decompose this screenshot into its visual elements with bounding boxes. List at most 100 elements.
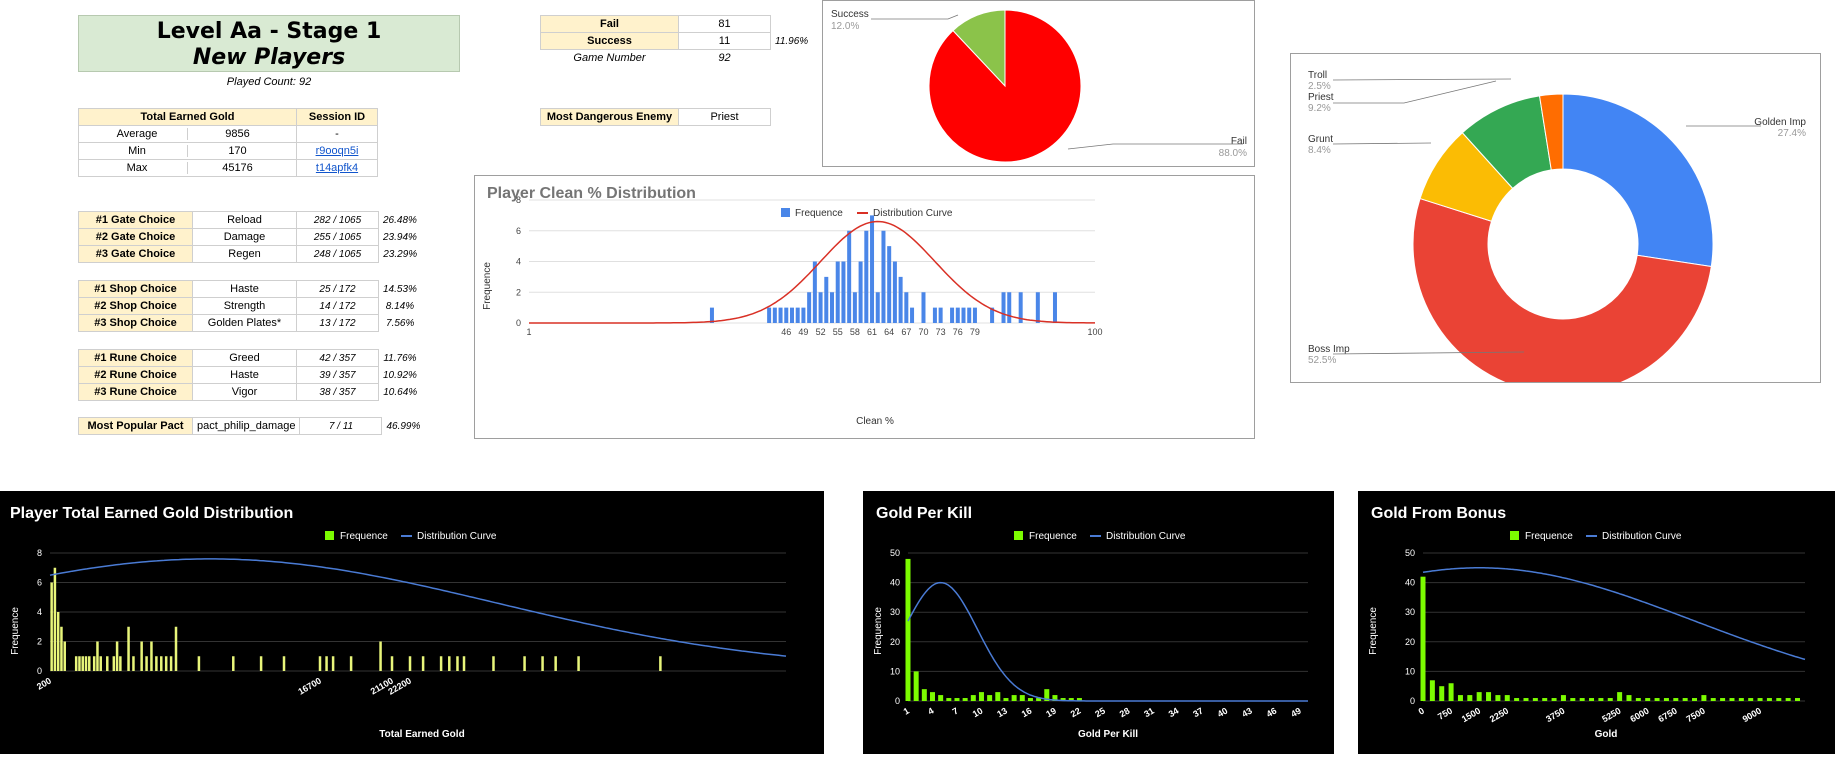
histogram-bar xyxy=(961,307,966,323)
histogram-bar xyxy=(169,656,173,671)
gold-header: Total Earned Gold xyxy=(78,108,297,126)
y-tick-label: 10 xyxy=(890,666,900,676)
histogram-bar xyxy=(1589,698,1595,701)
histogram-bar xyxy=(390,656,394,671)
y-tick-label: 0 xyxy=(516,318,521,328)
table-row: Success 11 11.96% xyxy=(540,32,813,50)
histogram-bar xyxy=(709,307,714,323)
level-title-box: Level Aa - Stage 1 New Players xyxy=(78,15,460,72)
donut-pct-boss: 52.5% xyxy=(1308,355,1336,366)
x-tick-label: 28 xyxy=(1118,706,1132,720)
y-tick-label: 30 xyxy=(1405,607,1415,617)
histogram-bar xyxy=(155,656,158,671)
donut-pct-golden: 27.4% xyxy=(1778,128,1806,139)
session-link[interactable]: r9ooqn5i xyxy=(315,145,359,157)
success-pie-chart: Success 12.0% Fail 88.0% xyxy=(831,9,1247,163)
y-tick-label: 20 xyxy=(890,637,900,647)
histogram-bar xyxy=(954,698,960,701)
histogram-bar xyxy=(282,656,286,671)
y-tick-label: 6 xyxy=(37,578,42,588)
histogram-bar xyxy=(807,292,812,323)
x-tick-label: 13 xyxy=(995,706,1009,720)
choice-count: 282 / 1065 xyxy=(296,211,379,229)
session-link[interactable]: t14apfk4 xyxy=(315,162,359,174)
histogram-bar xyxy=(115,641,119,671)
pact-pct: 46.99% xyxy=(386,420,421,432)
choice-name: Haste xyxy=(192,366,297,384)
pie-label-fail: Fail xyxy=(1231,136,1247,147)
x-tick-label: 25 xyxy=(1093,706,1107,720)
histogram-bar xyxy=(1776,698,1782,701)
histogram-bar xyxy=(106,656,109,671)
game-number-label: Game Number xyxy=(573,52,646,65)
choice-count: 39 / 357 xyxy=(296,366,379,384)
gate-choice-table: #1 Gate Choice Reload 282 / 1065 26.48% #2 … xyxy=(78,211,422,263)
histogram-bar xyxy=(1570,698,1576,701)
y-axis-label: Frequence xyxy=(482,262,493,310)
gold-row-label: Min xyxy=(88,145,188,157)
histogram-bar xyxy=(904,292,909,323)
chart-title: Player Clean % Distribution xyxy=(487,185,696,202)
choice-pct: 7.56% xyxy=(386,317,415,329)
pact-label: Most Popular Pact xyxy=(78,417,193,435)
y-tick-label: 0 xyxy=(895,696,900,706)
legend-curve: Distribution Curve xyxy=(1602,531,1682,542)
y-tick-label: 8 xyxy=(37,548,42,558)
histogram-bar xyxy=(1701,695,1707,701)
donut-label-priest: Priest xyxy=(1308,92,1334,103)
y-tick-label: 0 xyxy=(37,666,42,676)
histogram-bar xyxy=(439,656,443,671)
table-row: #2 Rune Choice Haste 39 / 357 10.92% xyxy=(78,366,422,384)
histogram-bar xyxy=(325,656,328,671)
legend-curve: Distribution Curve xyxy=(417,531,497,542)
x-tick-label: 34 xyxy=(1167,706,1181,720)
histogram-bar xyxy=(875,292,880,323)
histogram-bar xyxy=(1052,292,1057,323)
chart-title: Player Total Earned Gold Distribution xyxy=(10,505,293,522)
pact-table: Most Popular Pact pact_philip_damage 7 / 1… xyxy=(78,417,424,435)
y-tick-label: 6 xyxy=(516,226,521,236)
choice-count: 248 / 1065 xyxy=(296,245,379,263)
histogram-bar xyxy=(1551,698,1557,701)
choice-name: Greed xyxy=(192,349,297,367)
gold-row-value: 170 xyxy=(228,145,247,157)
histogram-bar xyxy=(1598,698,1604,701)
histogram-bar xyxy=(929,692,935,701)
choice-label: #2 Gate Choice xyxy=(78,228,193,246)
distribution-curve xyxy=(49,558,787,657)
histogram-bar xyxy=(99,656,102,671)
histogram-bar xyxy=(523,656,526,671)
histogram-bar xyxy=(1607,698,1613,701)
histogram-bar xyxy=(1757,698,1763,701)
histogram-bar xyxy=(74,656,78,671)
donut-label-golden: Golden Imp xyxy=(1754,117,1806,128)
histogram-bar xyxy=(119,656,122,671)
histogram-bar xyxy=(53,567,57,671)
y-tick-label: 8 xyxy=(516,195,521,205)
pie-label-success: Success xyxy=(831,9,869,20)
clean-dist-chart: Player Clean % Distribution Frequence Di… xyxy=(482,185,1103,427)
histogram-bar xyxy=(962,698,968,701)
chart-title: Gold Per Kill xyxy=(876,505,972,522)
histogram-bar xyxy=(835,261,840,323)
histogram-bar xyxy=(778,307,783,323)
y-axis-label: Frequence xyxy=(10,607,21,655)
gold-row-label: Max xyxy=(88,162,188,174)
y-tick-label: 2 xyxy=(37,637,42,647)
y-tick-label: 30 xyxy=(890,607,900,617)
histogram-bar xyxy=(1673,698,1679,701)
histogram-bar xyxy=(554,656,557,671)
x-tick-label: 46 xyxy=(781,327,791,337)
gold-row-value: 9856 xyxy=(225,128,250,140)
x-tick-label: 16700 xyxy=(296,676,323,697)
y-tick-label: 4 xyxy=(37,607,42,617)
x-tick-label: 52 xyxy=(816,327,826,337)
x-tick-label: 1 xyxy=(526,327,531,337)
choice-count: 38 / 357 xyxy=(296,383,379,401)
table-row: #2 Gate Choice Damage 255 / 1065 23.94% xyxy=(78,228,422,246)
choice-pct: 10.92% xyxy=(383,369,417,381)
legend-swatch-bars xyxy=(325,531,334,540)
donut-label-troll: Troll xyxy=(1308,70,1327,81)
table-row: Max 45176 t14apfk4 xyxy=(78,159,378,177)
x-tick-label: 43 xyxy=(1240,706,1254,720)
